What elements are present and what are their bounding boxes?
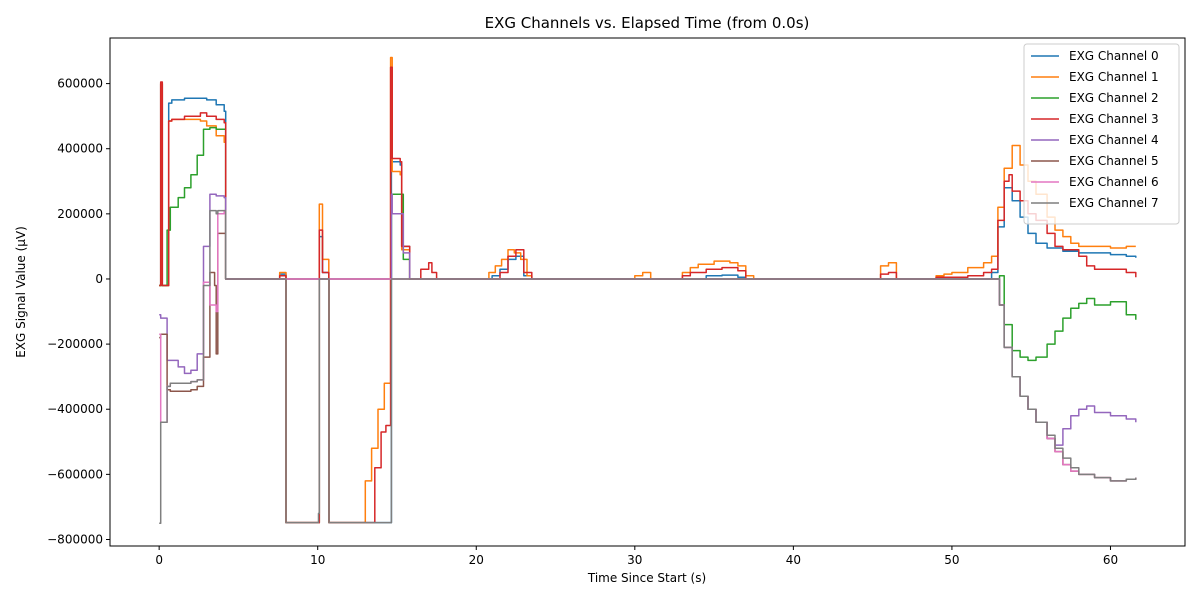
legend: EXG Channel 0 EXG Channel 1 EXG Channel 2 E… <box>1023 43 1180 225</box>
series-line-channel-0 <box>159 69 1137 524</box>
series-line-channel-6 <box>159 209 1137 482</box>
legend-label: EXG Channel 3 <box>1069 112 1159 126</box>
x-tick-label: 40 <box>786 553 801 567</box>
y-tick-label: 200000 <box>57 207 103 221</box>
y-tick-label: 600000 <box>57 77 103 91</box>
x-axis: 0 10 20 30 40 50 60 <box>155 546 1118 567</box>
series-line-channel-2 <box>159 126 1137 362</box>
x-tick-label: 60 <box>1103 553 1118 567</box>
x-tick-label: 50 <box>944 553 959 567</box>
legend-box <box>1023 43 1180 225</box>
series-line-channel-1 <box>159 56 1136 524</box>
plot-frame <box>109 37 1186 547</box>
legend-label: EXG Channel 5 <box>1069 154 1159 168</box>
x-tick-label: 20 <box>469 553 484 567</box>
chart-title: EXG Channels vs. Elapsed Time (from 0.0s… <box>485 14 810 32</box>
legend-label: EXG Channel 4 <box>1069 133 1159 147</box>
plot-area <box>159 56 1137 524</box>
legend-label: EXG Channel 6 <box>1069 175 1159 189</box>
series-line-channel-3 <box>159 66 1137 524</box>
x-tick-label: 10 <box>310 553 325 567</box>
y-axis-label: EXG Signal Value (µV) <box>14 226 28 358</box>
legend-label: EXG Channel 7 <box>1069 196 1159 210</box>
series-line-channel-4 <box>159 193 1137 446</box>
legend-label: EXG Channel 0 <box>1069 49 1159 63</box>
x-axis-label: Time Since Start (s) <box>587 571 706 585</box>
series-line-channel-7 <box>159 209 1137 524</box>
y-tick-label: −200000 <box>47 337 103 351</box>
y-tick-label: −800000 <box>47 532 103 546</box>
x-tick-label: 30 <box>627 553 642 567</box>
y-tick-label: 400000 <box>57 142 103 156</box>
series-line-channel-5 <box>159 232 1137 482</box>
legend-label: EXG Channel 1 <box>1069 70 1159 84</box>
legend-label: EXG Channel 2 <box>1069 91 1159 105</box>
y-tick-label: −400000 <box>47 402 103 416</box>
y-tick-label: −600000 <box>47 467 103 481</box>
y-axis: −800000 −600000 −400000 −200000 0 200000 40000… <box>47 77 110 546</box>
y-tick-label: 0 <box>95 272 103 286</box>
x-tick-label: 0 <box>155 553 163 567</box>
